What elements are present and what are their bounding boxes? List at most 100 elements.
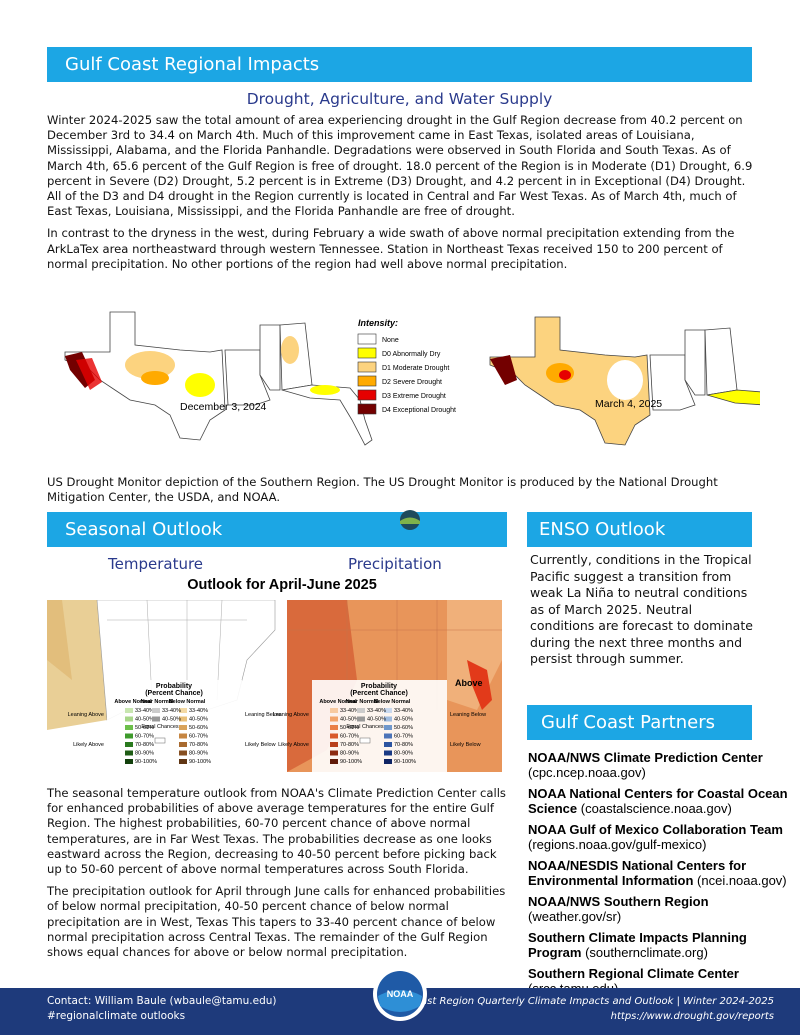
legend-text: 60-70% [394, 734, 413, 740]
legend-swatch [179, 733, 187, 739]
logo-text: NOAA [387, 989, 414, 999]
legend-label: D2 Severe Drought [382, 379, 442, 386]
partner: Southern Climate Impacts Planning Progra… [528, 930, 800, 960]
legend-text: 33-40% [189, 708, 208, 714]
legend-swatch [125, 750, 133, 756]
icon [400, 510, 420, 530]
legend-text: 40-50% [394, 717, 413, 723]
legend-title: Intensity: [358, 318, 398, 328]
legend-swatch [125, 733, 133, 739]
legend-swatch [357, 333, 377, 345]
legend-text: 40-50% [162, 717, 181, 723]
legend-text: 80-90% [340, 751, 359, 757]
partner-name: Southern Climate Impacts Planning Progra… [528, 930, 747, 960]
contact: Contact: William Baule (wbaule@tamu.edu) [47, 995, 277, 1007]
hashtag: #regionalclimate outlooks [47, 1010, 186, 1022]
enso-title: ENSO Outlook [539, 519, 666, 540]
partner-url: (weather.gov/sr) [528, 909, 622, 924]
enso-text: Currently, conditions in the Tropical Pa… [530, 552, 753, 666]
report-url: https://www.drought.gov/reports [610, 1011, 774, 1022]
above-label: Above [455, 678, 483, 688]
legend-swatch [384, 759, 392, 764]
legend-swatch [330, 716, 338, 722]
legend-text: 70-80% [340, 742, 359, 748]
map-date: December 3, 2024 [180, 401, 267, 413]
legend-swatch [152, 716, 160, 722]
legend-text: Probability [361, 683, 397, 690]
legend-swatch [357, 389, 377, 401]
header-title: Gulf Coast Regional Impacts [65, 54, 320, 75]
legend-swatch [384, 716, 392, 722]
outlook-maps: Probability(Percent Chance)Above NormalN… [47, 600, 502, 772]
legend-swatch [125, 742, 133, 747]
legend-text: Probability [156, 683, 192, 690]
partners-title: Gulf Coast Partners [541, 712, 715, 733]
legend-text: 90-100% [340, 759, 362, 765]
seasonal-bar: Seasonal Outlook [47, 512, 507, 547]
header-bar: Gulf Coast Regional Impacts [47, 47, 752, 82]
legend-text: 90-100% [189, 759, 211, 765]
legend-swatch [179, 742, 187, 747]
legend-swatch [357, 708, 365, 713]
paragraph: Winter 2024-2025 saw the total amount of… [47, 113, 753, 219]
legend-swatch [125, 725, 133, 730]
legend-text: Likely Above [278, 742, 309, 748]
legend-swatch [359, 737, 371, 744]
drought-map-mar: March 4, 2025 [489, 316, 760, 446]
partner-url: (cpc.ncep.noaa.gov) [528, 765, 646, 780]
legend-text: 33-40% [340, 708, 359, 714]
legend-text: 33-40% [367, 708, 386, 714]
legend-text: Near Normal [346, 699, 379, 705]
legend-text: Near Normal [141, 699, 174, 705]
legend-text: Above Normal [114, 699, 152, 705]
legend-text: 70-80% [189, 742, 208, 748]
partner-url: (ncei.noaa.gov) [697, 873, 787, 888]
legend-swatch [154, 737, 166, 744]
legend-text: Likely Above [73, 742, 104, 748]
legend-swatch [330, 733, 338, 739]
partner-url: (southernclimate.org) [585, 945, 708, 960]
legend-swatch [357, 403, 377, 415]
partner-name: NOAA/NWS Southern Region [528, 894, 709, 909]
legend-swatch [384, 733, 392, 739]
legend-text: Below Normal [169, 699, 206, 705]
drought-map-dec: December 3, 2024 [64, 311, 373, 446]
legend-swatch [330, 759, 338, 764]
partner-name: NOAA/NESDIS National Centers for Environ… [528, 858, 747, 888]
legend-text: Equal Chances [141, 724, 179, 730]
partner-url: (coastalscience.noaa.gov) [580, 801, 732, 816]
legend-text: Likely Below [245, 742, 276, 748]
legend-text: 50-60% [135, 725, 154, 731]
legend-swatch [152, 708, 160, 713]
partner-name: NOAA National Centers for Coastal Ocean … [528, 786, 788, 816]
legend-text: Likely Below [450, 742, 481, 748]
footer-right: Gulf Coast Region Quarterly Climate Impa… [384, 994, 774, 1024]
noaa-logo: NOAA [373, 967, 427, 1021]
legend-text: (Percent Chance) [145, 690, 203, 697]
outlook-title: Outlook for April-June 2025 [187, 577, 377, 593]
legend-text: Leaning Above [273, 712, 309, 718]
partner-name: NOAA Gulf of Mexico Collaboration Team [528, 822, 783, 837]
drought-text: Winter 2024-2025 saw the total amount of… [47, 113, 755, 272]
legend-text: 60-70% [340, 734, 359, 740]
legend-swatch [357, 716, 365, 722]
legend-swatch [384, 750, 392, 756]
legend-text: Leaning Below [450, 712, 486, 718]
seasonal-text: The seasonal temperature outlook from NO… [47, 786, 512, 960]
drought-legend: Intensity: None D0 Abnormally Dry D1 Moder… [357, 318, 456, 415]
legend-swatch [384, 708, 392, 713]
paragraph: The precipitation outlook for April thro… [47, 884, 506, 960]
legend-swatch [330, 708, 338, 713]
legend-text: 70-80% [394, 742, 413, 748]
legend-swatch [330, 742, 338, 747]
legend-text: 40-50% [367, 717, 386, 723]
legend-text: 80-90% [394, 751, 413, 757]
publication: Gulf Coast Region Quarterly Climate Impa… [384, 996, 774, 1007]
enso-bar: ENSO Outlook [527, 512, 752, 547]
legend-text: 90-100% [394, 759, 416, 765]
legend-text: Leaning Above [68, 712, 104, 718]
legend-text: 90-100% [135, 759, 157, 765]
legend-text: 33-40% [135, 708, 154, 714]
legend-swatch [357, 375, 377, 387]
